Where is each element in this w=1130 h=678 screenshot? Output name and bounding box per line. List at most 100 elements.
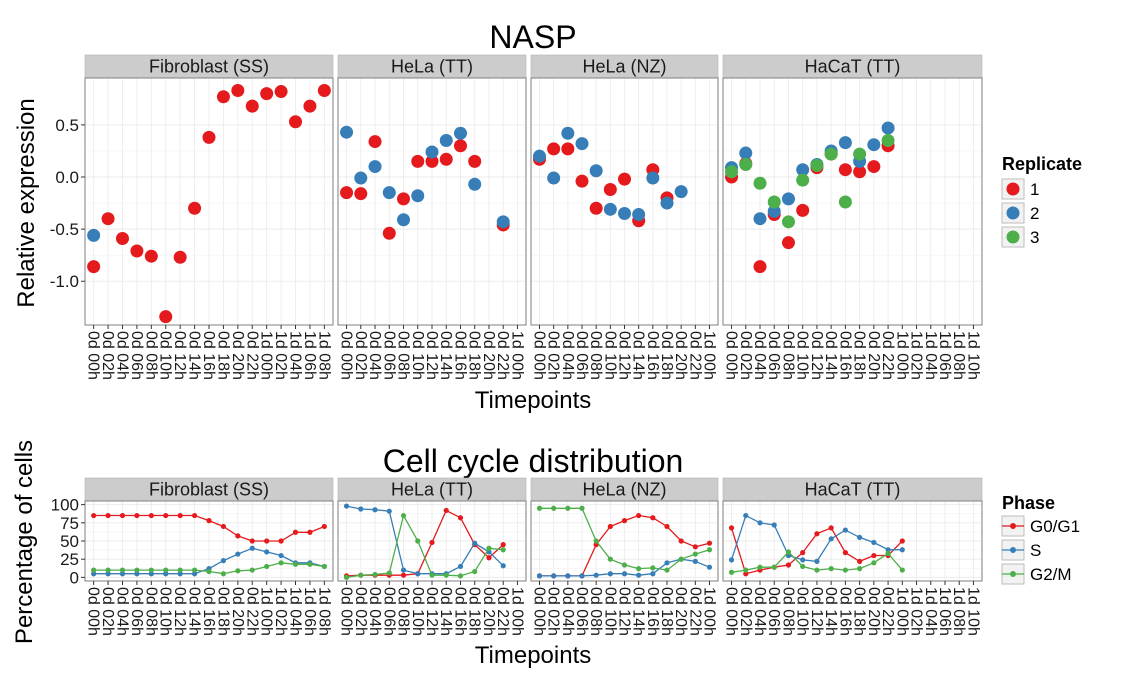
x-tick-label: 0d 04h [366,331,383,380]
x-tick-label: 1d 04h [922,331,939,380]
data-point-g2-m [885,550,891,556]
data-point-s [800,557,806,563]
x-tick-label: 0d 08h [395,331,412,380]
phase-legend-key-g2m [1010,571,1016,577]
data-point-g0-g1 [443,507,449,514]
data-point-2 [660,196,674,210]
data-point-g2-m [728,569,735,575]
data-point-g0-g1 [148,512,154,519]
data-point-s [91,571,97,577]
facet-strip-label: HeLa (NZ) [582,480,666,500]
x-tick-label: 1d 04h [922,587,939,636]
phase-legend-item-s: S [1001,539,1041,561]
data-point-1 [425,154,439,168]
x-tick-label: 1d 02h [908,331,925,380]
x-tick-label: 1d 00h [893,331,910,380]
y-tick-label: 0.0 [55,168,79,187]
data-point-s [457,563,464,570]
data-point-1 [188,201,202,215]
data-point-g0-g1 [206,518,212,524]
x-tick-label: 0d 20h [480,331,497,380]
data-point-1 [87,260,101,274]
data-point-g0-g1 [191,512,198,519]
data-point-g2-m [191,567,198,573]
x-tick-label: 0d 22h [494,587,511,636]
phase-legend-key-g0g1 [1010,523,1016,529]
data-point-g0-g1 [249,538,255,544]
data-point-1 [411,154,425,168]
data-point-g2-m [785,549,792,555]
data-point-s [536,573,543,579]
data-point-s [692,558,698,564]
x-tick-label: 0d 12h [616,331,633,380]
data-point-3 [838,195,852,209]
data-point-1 [468,154,482,168]
data-point-g2-m [771,564,777,570]
x-tick-label: 0d 20h [672,331,689,380]
data-point-s [757,520,763,526]
x-tick-label: 0d 08h [587,587,604,636]
data-point-g2-m [500,547,506,553]
x-tick-label: 1d 00h [893,587,910,636]
data-point-1 [397,192,411,206]
x-tick-label: 0d 04h [113,331,130,380]
data-point-s [278,552,284,559]
x-tick-label: 0d 10h [157,587,174,636]
x-tick-label: 0d 18h [851,331,868,380]
data-point-2 [867,138,881,152]
panel-border [722,500,983,582]
data-point-2 [589,164,603,178]
panel-border [722,77,983,326]
x-tick-label: 0d 12h [616,587,633,636]
data-point-g0-g1 [814,531,820,537]
data-point-2 [533,149,546,163]
x-tick-label: 0d 06h [765,587,782,636]
x-tick-label: 0d 02h [352,587,369,636]
x-tick-label: 0d 22h [243,587,260,636]
data-point-2 [411,189,425,203]
data-point-2 [767,204,781,218]
data-point-s [650,571,656,577]
data-point-g0-g1 [692,544,698,550]
data-point-s [593,572,599,578]
x-tick-label: 0d 06h [573,331,590,380]
x-tick-label: 1d 00h [258,587,275,636]
x-tick-label: 0d 00h [85,587,102,636]
data-point-g2-m [292,561,299,567]
data-point-g0-g1 [429,539,435,546]
data-point-s [743,512,749,519]
data-point-g0-g1 [857,558,863,564]
data-point-g0-g1 [636,512,642,519]
x-tick-label: 0d 22h [879,587,896,636]
data-point-1 [245,99,259,113]
x-tick-label: 1d 04h [287,587,304,636]
data-point-2 [796,163,810,177]
x-tick-label: 0d 00h [338,587,355,636]
x-tick-label: 0d 04h [366,587,383,636]
data-point-g0-g1 [486,555,492,561]
data-point-g0-g1 [220,523,227,530]
data-point-s [664,560,670,566]
data-point-2 [439,134,453,148]
data-point-3 [725,165,739,179]
x-tick-label: 1d 10h [964,587,981,636]
x-tick-label: 0d 04h [751,331,768,380]
x-tick-label: 0d 18h [658,587,675,636]
data-point-g2-m [757,564,763,570]
series-2 [340,125,510,229]
data-point-1 [561,142,575,156]
data-point-1 [340,186,354,200]
data-point-g0-g1 [105,512,111,519]
data-point-g2-m [105,567,111,573]
data-point-g2-m [536,505,543,511]
x-tick-label: 0d 00h [338,331,355,380]
x-tick-label: 1d 08h [950,331,967,380]
phase-legend-label-s: S [1030,541,1041,560]
data-point-3 [767,195,781,209]
data-point-2 [603,202,617,216]
x-tick-label: 1d 00h [258,331,275,380]
x-tick-label: 0d 00h [723,587,740,636]
x-tick-label: 0d 20h [229,587,246,636]
x-tick-label: 0d 20h [865,331,882,380]
data-point-g0-g1 [899,538,905,544]
